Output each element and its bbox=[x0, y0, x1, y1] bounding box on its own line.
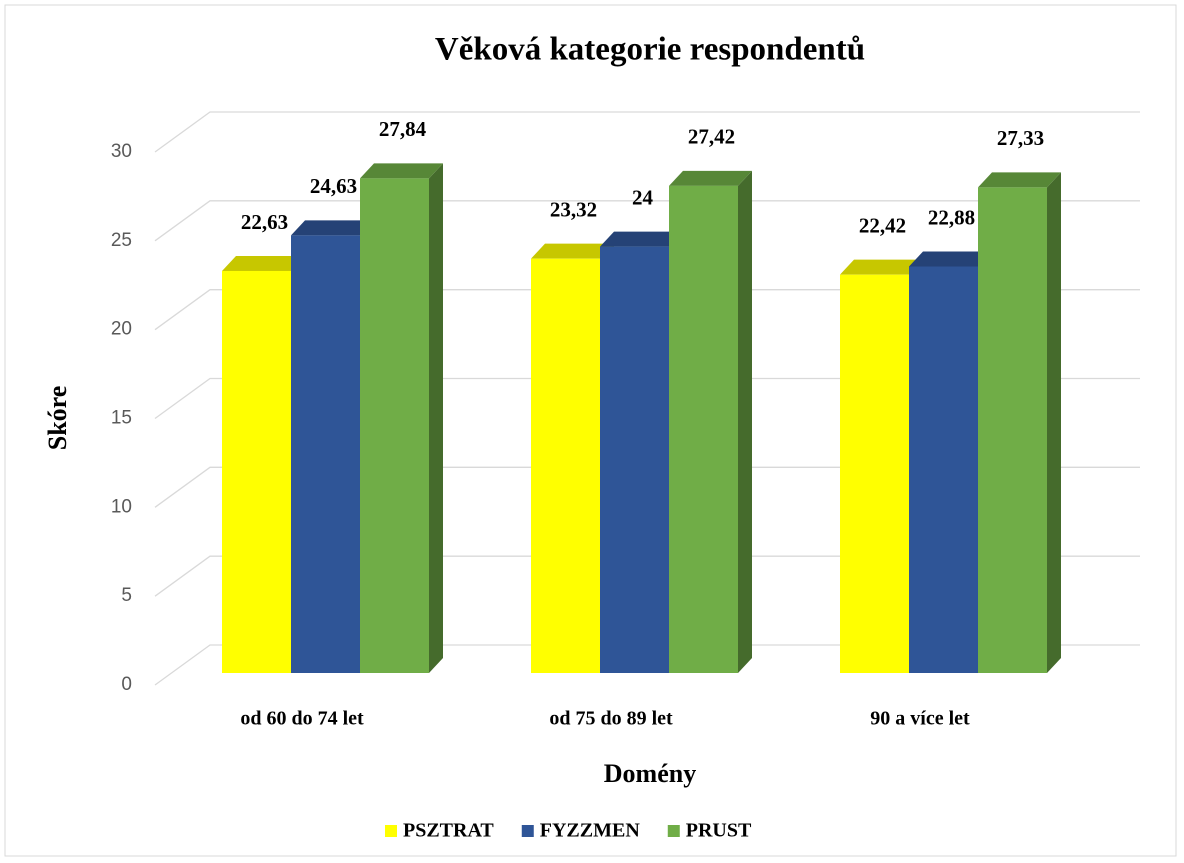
bar-front bbox=[360, 178, 429, 673]
bar bbox=[669, 170, 752, 673]
y-tick-label: 30 bbox=[111, 141, 132, 162]
legend-label: PRUST bbox=[686, 820, 752, 842]
bar-front bbox=[531, 258, 600, 673]
legend-swatch bbox=[667, 825, 680, 837]
y-tick-label: 25 bbox=[111, 230, 132, 251]
bar-top bbox=[600, 231, 683, 247]
grid-line bbox=[154, 200, 1140, 242]
y-tick-label: 0 bbox=[121, 674, 132, 695]
bar-top bbox=[222, 255, 305, 271]
legend-swatch bbox=[385, 825, 397, 837]
data-label: 24 bbox=[632, 185, 654, 209]
bar-side bbox=[738, 170, 752, 673]
data-label: 24,63 bbox=[310, 174, 357, 198]
data-label: 22,42 bbox=[859, 213, 906, 237]
bar-front bbox=[909, 266, 978, 673]
y-axis-label: Skóre bbox=[43, 386, 72, 451]
y-tick-label: 15 bbox=[111, 408, 132, 429]
grid-line bbox=[154, 466, 1140, 508]
bar-front bbox=[600, 246, 669, 673]
data-label: 23,32 bbox=[550, 197, 597, 221]
bar-top bbox=[840, 259, 923, 275]
grid-line bbox=[154, 111, 1140, 153]
bar-front bbox=[669, 185, 738, 673]
grid-line bbox=[154, 289, 1140, 331]
bar-top bbox=[531, 243, 614, 259]
grid-line bbox=[154, 644, 1140, 686]
x-axis-label: Domény bbox=[604, 759, 696, 788]
x-tick-label: 90 a více let bbox=[870, 708, 970, 730]
y-tick-label: 5 bbox=[121, 585, 132, 606]
y-tick-label: 10 bbox=[111, 496, 132, 517]
bar-front bbox=[291, 235, 360, 674]
data-label: 27,42 bbox=[688, 125, 735, 149]
bar bbox=[360, 163, 443, 673]
bar-front bbox=[978, 187, 1047, 673]
data-label: 27,33 bbox=[997, 126, 1044, 150]
bar-top bbox=[360, 163, 443, 179]
bar-front bbox=[222, 270, 291, 673]
bar-front bbox=[840, 274, 909, 673]
bar-top bbox=[291, 220, 374, 236]
grid-line bbox=[154, 555, 1140, 597]
bar-side bbox=[429, 163, 443, 673]
bar-top bbox=[978, 172, 1061, 188]
legend-label: FYZZMEN bbox=[540, 820, 641, 842]
x-tick-label: od 75 do 89 let bbox=[549, 708, 673, 730]
bar-top bbox=[669, 170, 752, 186]
bar-top bbox=[909, 251, 992, 267]
legend-swatch bbox=[521, 825, 534, 837]
data-label: 22,63 bbox=[241, 210, 288, 234]
x-tick-label: od 60 do 74 let bbox=[240, 708, 364, 730]
data-label: 27,84 bbox=[379, 117, 427, 141]
bar bbox=[978, 172, 1061, 673]
legend-label: PSZTRAT bbox=[403, 820, 494, 842]
bar-side bbox=[1047, 172, 1061, 673]
grid-line bbox=[154, 377, 1140, 420]
y-tick-label: 20 bbox=[111, 319, 132, 340]
data-label: 22,88 bbox=[928, 205, 975, 229]
chart-title: Věková kategorie respondentů bbox=[435, 32, 865, 68]
